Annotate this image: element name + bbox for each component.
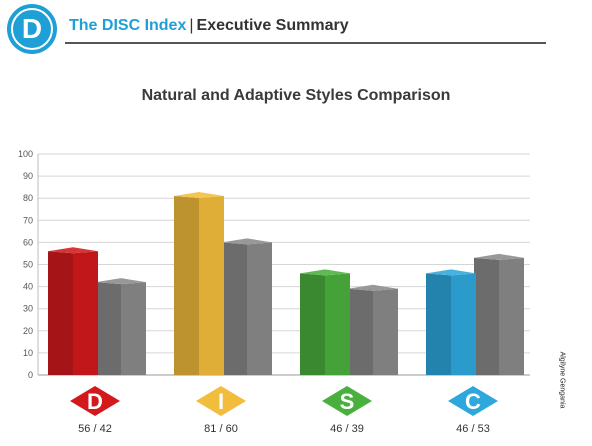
title-separator: | — [189, 17, 194, 34]
bar-adaptive-s — [348, 284, 398, 375]
y-tick-label: 30 — [23, 304, 33, 314]
bar-natural-i — [174, 191, 224, 375]
watermark: Algilyne Gengania — [556, 340, 568, 420]
category-letter: D — [87, 389, 103, 414]
y-tick-label: 50 — [23, 260, 33, 270]
y-tick-label: 60 — [23, 237, 33, 247]
brand-name: The DISC Index — [69, 17, 187, 34]
category-letter: S — [340, 389, 355, 414]
y-tick-label: 20 — [23, 326, 33, 336]
logo-letter: D — [11, 8, 53, 50]
diamond-d — [70, 386, 120, 416]
y-tick-label: 90 — [23, 171, 33, 181]
bar-adaptive-d — [96, 278, 146, 375]
category-score-label: 46 / 39 — [330, 423, 364, 435]
y-tick-label: 10 — [23, 348, 33, 358]
y-tick-label: 0 — [28, 370, 33, 380]
header-title: The DISC Index | Executive Summary — [69, 17, 349, 35]
bar-adaptive-c — [474, 253, 524, 375]
header-rule — [65, 42, 546, 44]
category-score-label: 46 / 53 — [456, 423, 490, 435]
diamond-c — [448, 386, 498, 416]
bar-natural-c — [426, 269, 476, 375]
watermark-text: Algilyne Gengania — [558, 351, 566, 409]
bar-adaptive-i — [222, 238, 272, 375]
chart-title: Natural and Adaptive Styles Comparison — [141, 87, 451, 104]
y-tick-label: 40 — [23, 282, 33, 292]
diamond-i — [196, 386, 246, 416]
section-title: Executive Summary — [196, 17, 349, 34]
bar-natural-s — [300, 269, 350, 375]
category-score-label: 56 / 42 — [78, 423, 112, 435]
page-header: D The DISC Index | Executive Summary — [0, 0, 592, 60]
category-letter: C — [465, 389, 481, 414]
y-tick-label: 70 — [23, 215, 33, 225]
category-letter: I — [218, 389, 224, 414]
y-tick-label: 100 — [18, 149, 33, 159]
bar-natural-d — [48, 247, 98, 375]
disc-logo: D — [7, 4, 57, 54]
diamond-s — [322, 386, 372, 416]
y-tick-label: 80 — [23, 193, 33, 203]
category-score-label: 81 / 60 — [204, 423, 238, 435]
